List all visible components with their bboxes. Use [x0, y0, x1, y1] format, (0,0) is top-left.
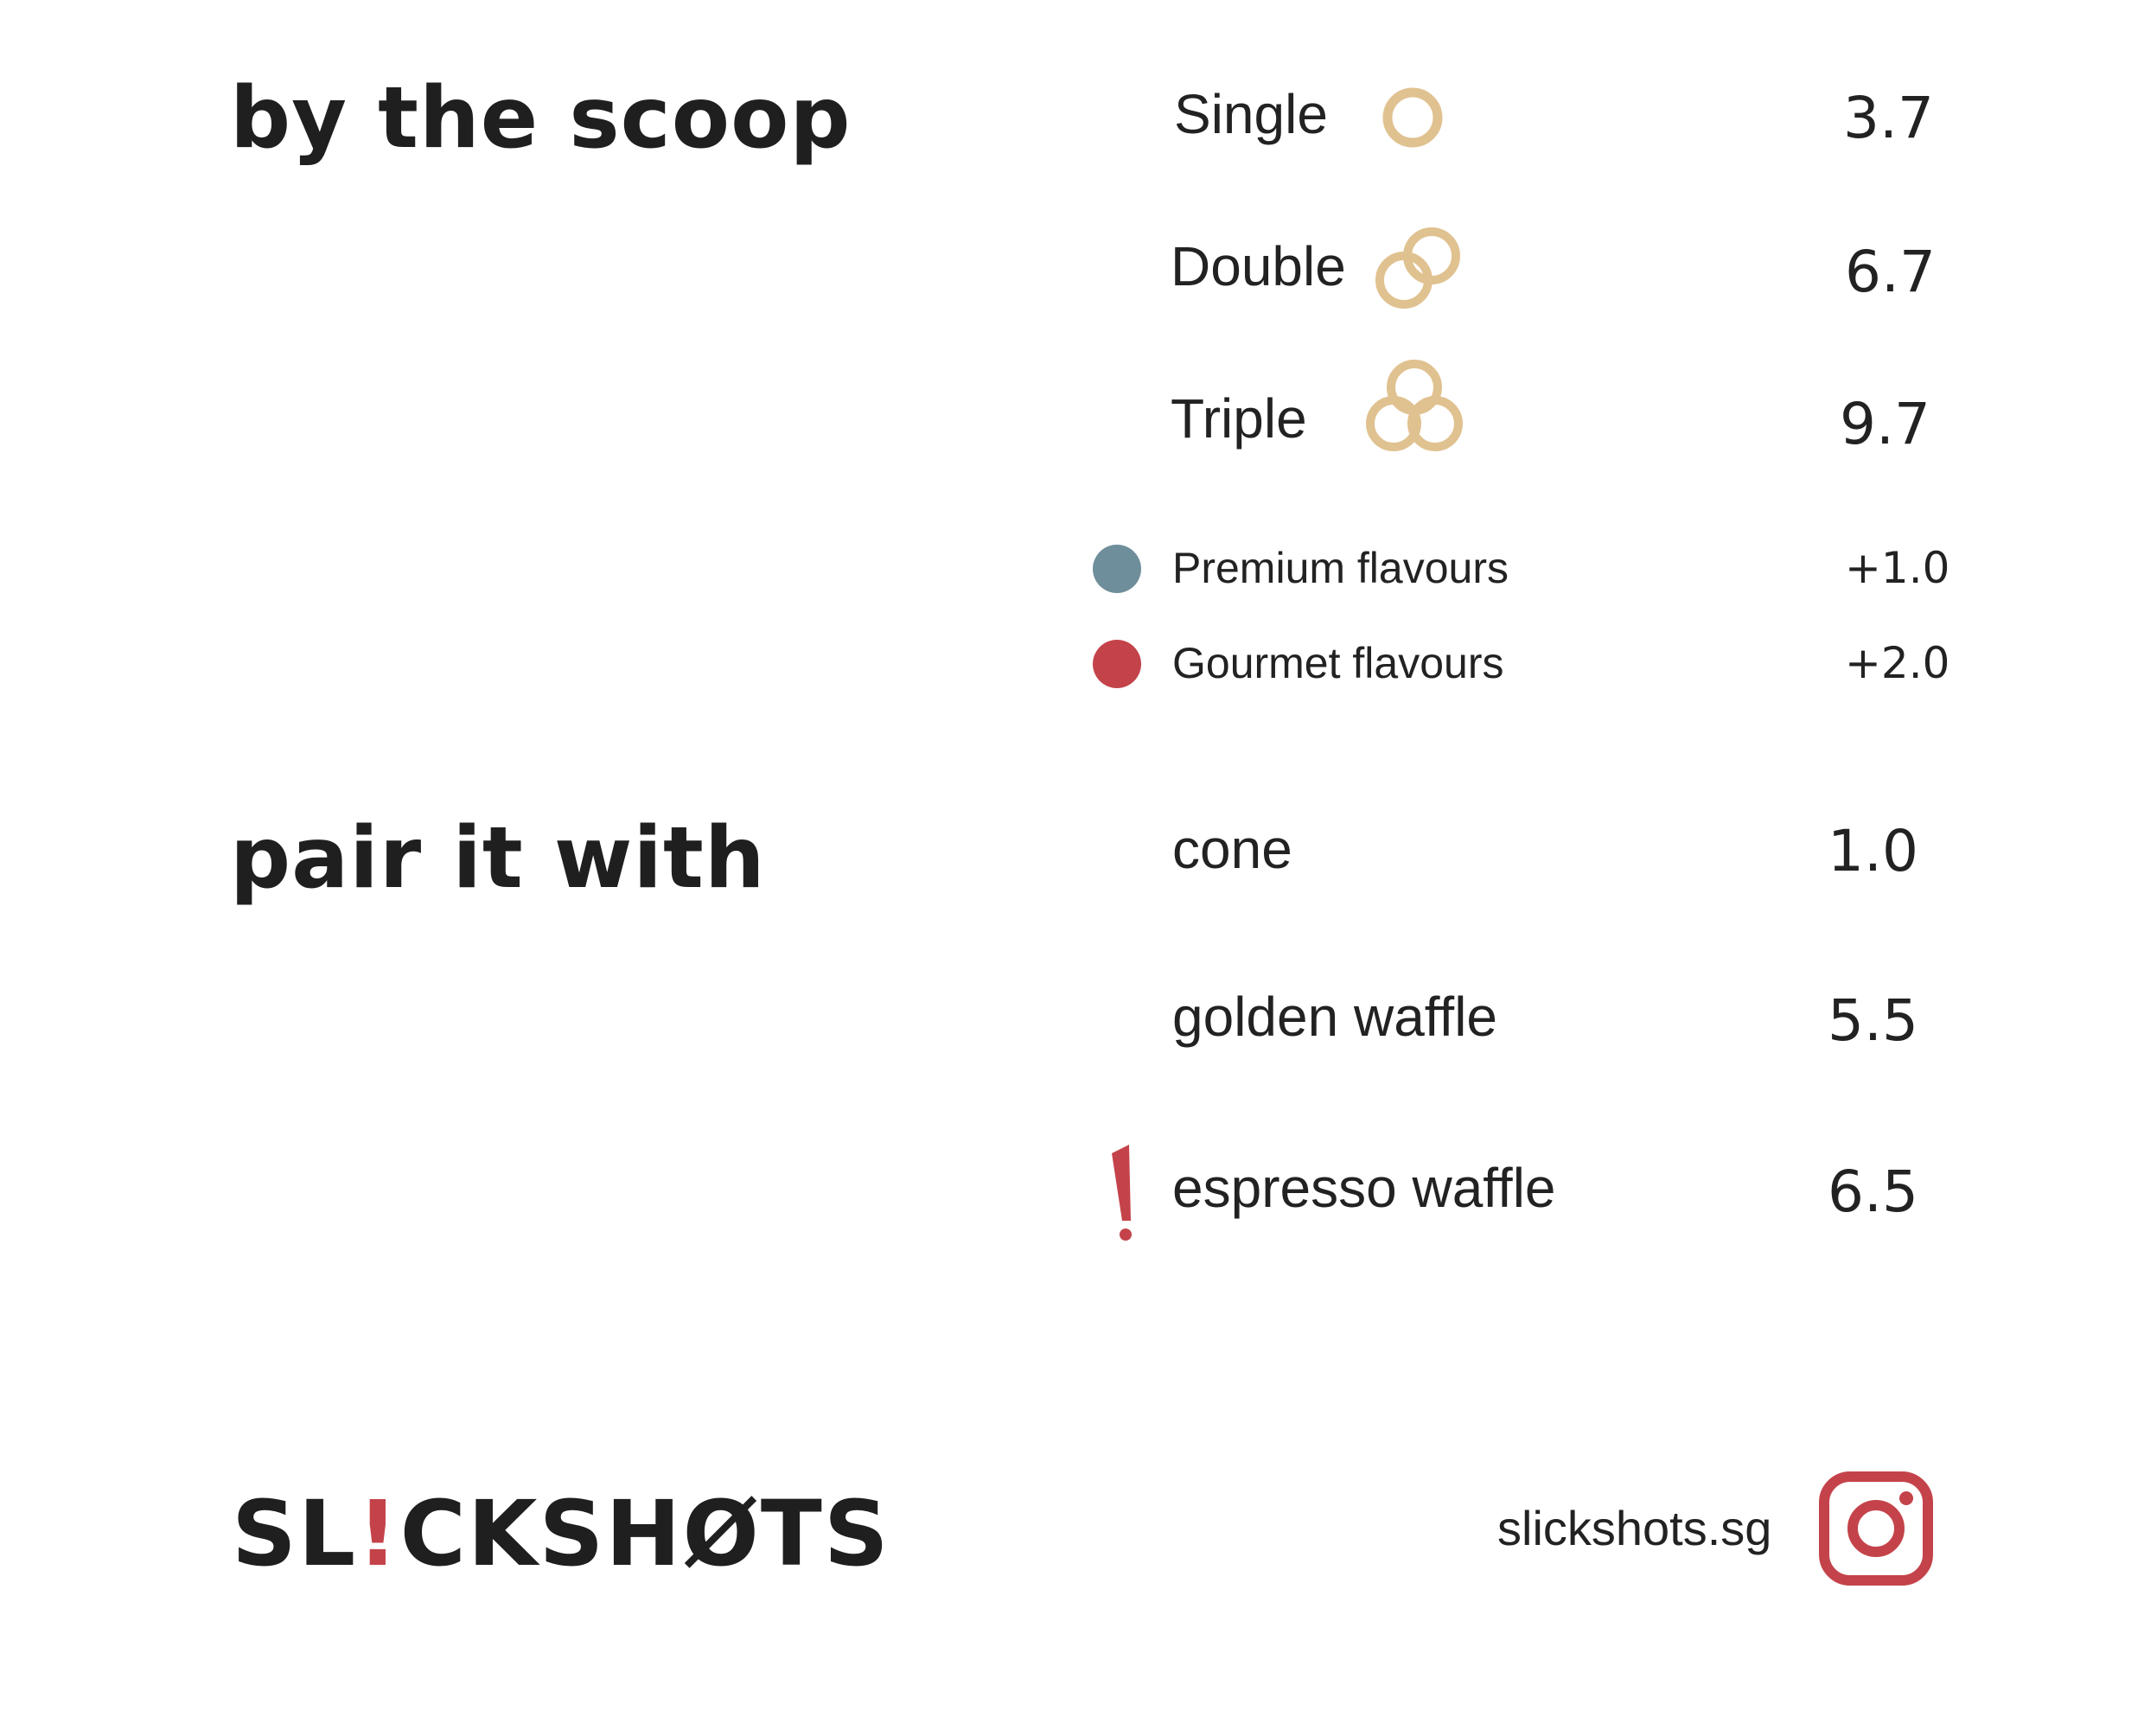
pair-item-cone-label: cone	[1172, 818, 1292, 880]
double-scoop-icon	[1375, 227, 1460, 309]
pair-item-golden-waffle-label: golden waffle	[1172, 986, 1497, 1048]
pair-item-golden-waffle-price: 5.5	[1828, 987, 1918, 1054]
pair-item-espresso-waffle-price: 6.5	[1828, 1158, 1918, 1225]
logo-text-part2: CKSHØTS	[399, 1481, 890, 1586]
scoop-item-triple-price: 9.7	[1840, 391, 1930, 457]
scoop-item-double-price: 6.7	[1845, 239, 1936, 305]
premium-dot-icon	[1093, 545, 1141, 593]
brand-logo: SL!CKSHØTS	[232, 1489, 890, 1579]
gourmet-dot-icon	[1093, 640, 1141, 688]
addon-premium-price: +1.0	[1845, 543, 1950, 593]
exclamation-icon	[1112, 1145, 1132, 1241]
social-handle: slickshots.sg	[1497, 1501, 1772, 1555]
pair-item-espresso-waffle-label: espresso waffle	[1172, 1157, 1556, 1219]
scoop-item-double-label: Double	[1171, 235, 1346, 297]
section-heading-scoop: by the scoop	[230, 69, 852, 168]
scoop-item-triple-label: Triple	[1171, 387, 1307, 450]
logo-text-part1: SL	[232, 1481, 358, 1586]
instagram-icon[interactable]	[1817, 1470, 1935, 1587]
logo-exclamation: !	[357, 1481, 400, 1586]
section-heading-pair: pair it with	[230, 809, 766, 908]
pair-item-cone-price: 1.0	[1828, 818, 1918, 884]
single-scoop-icon	[1382, 87, 1443, 148]
addon-gourmet-label: Gourmet flavours	[1172, 639, 1504, 687]
scoop-item-single-price: 3.7	[1843, 85, 1934, 151]
addon-premium-label: Premium flavours	[1172, 544, 1509, 592]
addon-gourmet-price: +2.0	[1845, 638, 1950, 688]
scoop-item-single-label: Single	[1174, 83, 1328, 145]
triple-scoop-icon	[1366, 360, 1463, 451]
